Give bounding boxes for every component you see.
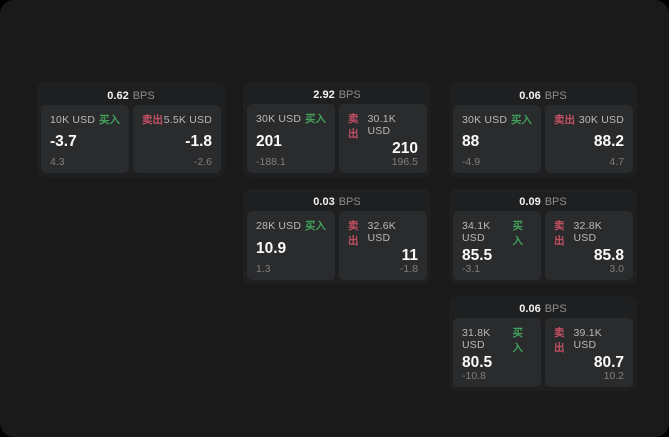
buy-panel[interactable]: 30K USD 买入 201 -188.1: [247, 104, 335, 173]
quote-card: 2.92 BPS 30K USD 买入 201 -188.1 卖出 30.1K …: [243, 82, 431, 177]
buy-amount: 30K USD: [256, 113, 302, 125]
spread-value: 2.92: [313, 89, 335, 101]
sell-amount: 30.1K USD: [367, 113, 396, 137]
spread-value: 0.06: [519, 303, 541, 315]
buy-panel[interactable]: 31.8K USD 买入 80.5 -10.8: [453, 318, 541, 387]
sell-panel[interactable]: 卖出 32.8K USD 85.8 3.0: [545, 211, 633, 280]
buy-side-label: 买入: [305, 220, 326, 232]
buy-side-label: 买入: [305, 113, 326, 125]
bps-unit-label: BPS: [544, 89, 567, 102]
buy-amount: 30K USD: [462, 114, 508, 126]
buy-price: 88: [462, 133, 480, 150]
sell-side-label: 卖出: [554, 327, 565, 354]
buy-amount: 31.8K USD: [462, 327, 491, 351]
sell-side-label: 卖出: [142, 114, 163, 126]
quote-card: 0.62 BPS 10K USD 买入 -3.7 4.3 卖出 5.5K USD: [37, 82, 225, 177]
buy-price: -3.7: [50, 133, 77, 150]
buy-price: 10.9: [256, 239, 287, 257]
sell-amount: 5.5K USD: [163, 114, 212, 126]
quote-card: 0.03 BPS 28K USD 买入 10.9 1.3 卖出 32.6K US…: [243, 189, 431, 284]
sell-amount: 32.6K USD: [367, 220, 396, 244]
buy-amount: 34.1K USD: [462, 220, 491, 244]
buy-side-label: 买入: [99, 114, 120, 126]
buy-sub-value: 1.3: [256, 262, 271, 275]
sell-sub-value: 4.7: [609, 155, 624, 168]
buy-side-label: 买入: [511, 114, 532, 126]
sell-side-label: 卖出: [348, 220, 359, 247]
sell-side-label: 卖出: [554, 114, 575, 126]
sell-price: -1.8: [185, 133, 212, 150]
sell-panel[interactable]: 卖出 39.1K USD 80.7 10.2: [545, 318, 633, 387]
sell-sub-value: -1.8: [399, 262, 418, 275]
buy-price: 85.5: [462, 247, 493, 264]
sell-panel[interactable]: 卖出 5.5K USD -1.8 -2.6: [133, 105, 221, 173]
quote-card: 0.06 BPS 30K USD 买入 88 -4.9 卖出 30K USD: [449, 82, 637, 177]
buy-amount: 28K USD: [256, 220, 302, 232]
buy-sub-value: -10.8: [462, 369, 486, 382]
buy-side-label: 买入: [512, 220, 523, 247]
buy-panel[interactable]: 28K USD 买入 10.9 1.3: [247, 211, 335, 280]
sell-sub-value: 10.2: [603, 369, 624, 382]
sell-side-label: 卖出: [348, 113, 359, 140]
sell-amount: 32.8K USD: [573, 220, 602, 244]
sell-price: 11: [401, 247, 418, 264]
spread-value: 0.03: [313, 196, 335, 208]
sell-amount: 39.1K USD: [573, 327, 602, 351]
sell-price: 85.8: [593, 247, 624, 264]
sell-side-label: 卖出: [554, 220, 565, 247]
spread-header: 0.03 BPS: [247, 193, 427, 211]
spread-header: 0.06 BPS: [453, 86, 633, 105]
bps-unit-label: BPS: [544, 303, 567, 315]
buy-panel[interactable]: 30K USD 买入 88 -4.9: [453, 105, 541, 173]
quote-card-grid: 0.62 BPS 10K USD 买入 -3.7 4.3 卖出 5.5K USD: [37, 82, 637, 391]
buy-price: 80.5: [462, 354, 493, 371]
sell-price: 88.2: [593, 133, 624, 150]
buy-side-label: 买入: [512, 327, 523, 354]
spread-header: 0.09 BPS: [453, 193, 633, 211]
quote-card: 0.06 BPS 31.8K USD 买入 80.5 -10.8 卖出 39.1…: [449, 296, 637, 391]
sell-price: 210: [392, 140, 418, 157]
buy-amount: 10K USD: [50, 114, 96, 126]
buy-panel[interactable]: 34.1K USD 买入 85.5 -3.1: [453, 211, 541, 280]
bps-unit-label: BPS: [338, 196, 361, 208]
sell-sub-value: -2.6: [193, 155, 212, 168]
spread-header: 0.06 BPS: [453, 300, 633, 318]
buy-panel[interactable]: 10K USD 买入 -3.7 4.3: [41, 105, 129, 173]
buy-sub-value: -4.9: [462, 155, 481, 168]
spread-value: 0.09: [519, 196, 541, 208]
bps-unit-label: BPS: [544, 196, 567, 208]
spread-value: 0.06: [519, 89, 541, 102]
spread-header: 2.92 BPS: [247, 86, 427, 104]
sell-sub-value: 196.5: [391, 155, 418, 168]
spread-header: 0.62 BPS: [41, 86, 221, 105]
buy-sub-value: 4.3: [50, 155, 65, 168]
quote-card: 0.09 BPS 34.1K USD 买入 85.5 -3.1 卖出 32.8K…: [449, 189, 637, 284]
bps-unit-label: BPS: [338, 89, 361, 101]
bps-unit-label: BPS: [132, 89, 155, 102]
sell-panel[interactable]: 卖出 30.1K USD 210 196.5: [339, 104, 427, 173]
sell-price: 80.7: [593, 354, 624, 371]
buy-sub-value: -3.1: [462, 262, 481, 275]
sell-amount: 30K USD: [578, 114, 624, 126]
buy-price: 201: [256, 132, 282, 150]
sell-panel[interactable]: 卖出 32.6K USD 11 -1.8: [339, 211, 427, 280]
sell-sub-value: 3.0: [609, 262, 624, 275]
spread-value: 0.62: [107, 89, 129, 102]
sell-panel[interactable]: 卖出 30K USD 88.2 4.7: [545, 105, 633, 173]
buy-sub-value: -188.1: [256, 155, 286, 168]
